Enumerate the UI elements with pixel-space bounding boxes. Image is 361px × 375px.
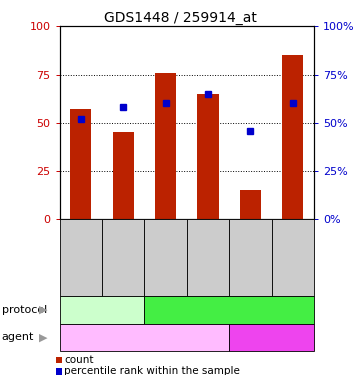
Bar	[113, 132, 134, 219]
Text: GSM38615: GSM38615	[161, 233, 170, 282]
Bar	[240, 190, 261, 219]
Text: protocol: protocol	[2, 305, 47, 315]
Text: GSM38618: GSM38618	[288, 233, 297, 282]
Text: aerobic: aerobic	[82, 305, 122, 315]
Bar	[282, 55, 304, 219]
Text: GSM38616: GSM38616	[204, 233, 213, 282]
Text: anaerobic: anaerobic	[202, 305, 257, 315]
Bar	[155, 73, 176, 219]
Text: agent: agent	[2, 332, 34, 342]
Text: GSM38617: GSM38617	[246, 233, 255, 282]
Text: ▶: ▶	[39, 332, 48, 342]
Bar	[197, 94, 219, 219]
Text: GDS1448 / 259914_at: GDS1448 / 259914_at	[104, 11, 257, 25]
Bar	[70, 109, 91, 219]
Text: percentile rank within the sample: percentile rank within the sample	[64, 366, 240, 375]
Text: ▶: ▶	[39, 305, 48, 315]
Text: GSM38614: GSM38614	[119, 233, 128, 282]
Text: GSM38613: GSM38613	[76, 233, 85, 282]
Text: sucrose: sucrose	[250, 332, 293, 342]
Text: control: control	[125, 332, 164, 342]
Text: count: count	[64, 355, 94, 365]
